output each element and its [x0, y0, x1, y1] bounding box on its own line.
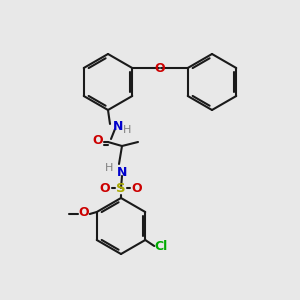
Text: N: N: [117, 166, 127, 178]
Text: O: O: [132, 182, 142, 194]
Text: O: O: [78, 206, 89, 218]
Text: Cl: Cl: [154, 239, 168, 253]
Text: O: O: [155, 61, 165, 74]
Text: S: S: [116, 182, 126, 194]
Text: N: N: [113, 119, 123, 133]
Text: H: H: [123, 125, 131, 135]
Text: O: O: [93, 134, 103, 148]
Text: H: H: [105, 163, 113, 173]
Text: O: O: [100, 182, 110, 194]
